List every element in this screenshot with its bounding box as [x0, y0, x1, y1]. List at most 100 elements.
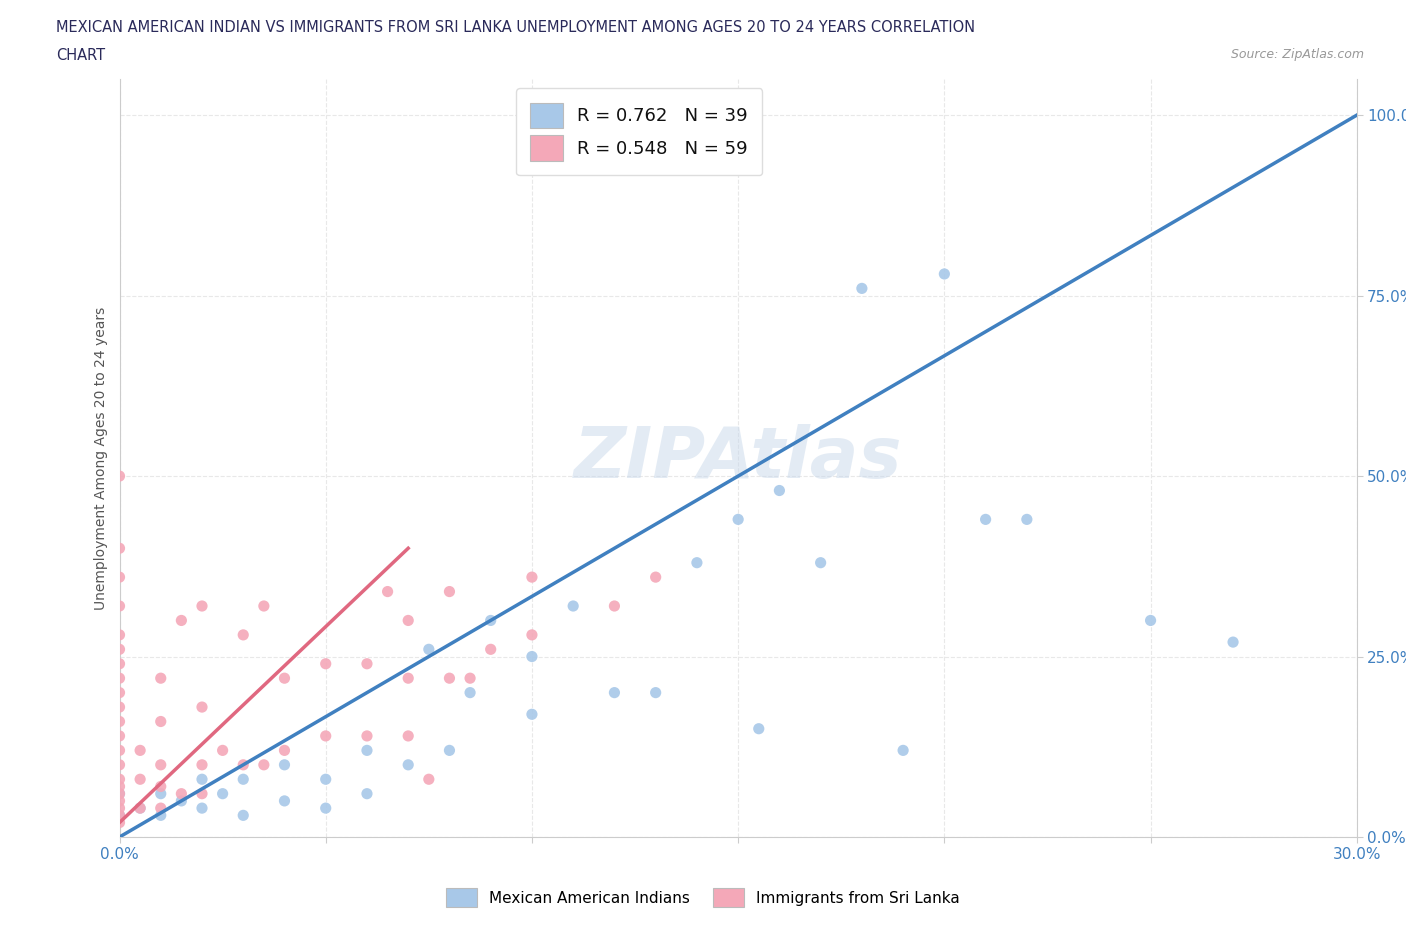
Point: [108, 657, 131, 671]
Point: [273, 743, 295, 758]
Point: [315, 657, 337, 671]
Point: [356, 786, 378, 801]
Point: [191, 772, 214, 787]
Point: [108, 779, 131, 794]
Point: [170, 793, 193, 808]
Point: [211, 786, 233, 801]
Point: [108, 743, 131, 758]
Point: [891, 743, 914, 758]
Point: [273, 671, 295, 685]
Point: [108, 786, 131, 801]
Point: [458, 671, 481, 685]
Point: [439, 743, 461, 758]
Point: [273, 757, 295, 772]
Point: [315, 801, 337, 816]
Point: [356, 657, 378, 671]
Point: [149, 786, 172, 801]
Point: [315, 772, 337, 787]
Point: [108, 469, 131, 484]
Point: [1015, 512, 1038, 526]
Point: [108, 801, 131, 816]
Point: [108, 772, 131, 787]
Point: [603, 599, 626, 614]
Point: [356, 728, 378, 743]
Point: [1139, 613, 1161, 628]
Point: [149, 714, 172, 729]
Point: [191, 801, 214, 816]
Point: [644, 685, 666, 700]
Point: [479, 613, 502, 628]
Point: [377, 584, 399, 599]
Legend: R = 0.762   N = 39, R = 0.548   N = 59: R = 0.762 N = 39, R = 0.548 N = 59: [516, 88, 762, 175]
Legend: Mexican American Indians, Immigrants from Sri Lanka: Mexican American Indians, Immigrants fro…: [440, 883, 966, 913]
Point: [191, 599, 214, 614]
Point: [129, 772, 152, 787]
Point: [232, 757, 254, 772]
Point: [644, 570, 666, 585]
Text: MEXICAN AMERICAN INDIAN VS IMMIGRANTS FROM SRI LANKA UNEMPLOYMENT AMONG AGES 20 : MEXICAN AMERICAN INDIAN VS IMMIGRANTS FR…: [56, 20, 976, 35]
Point: [974, 512, 997, 526]
Point: [439, 584, 461, 599]
Point: [149, 808, 172, 823]
Point: [232, 808, 254, 823]
Point: [108, 728, 131, 743]
Point: [851, 281, 873, 296]
Point: [108, 570, 131, 585]
Point: [232, 628, 254, 643]
Point: [129, 801, 152, 816]
Point: [108, 786, 131, 801]
Point: [562, 599, 585, 614]
Point: [810, 555, 832, 570]
Point: [108, 815, 131, 830]
Point: [273, 793, 295, 808]
Point: [1222, 634, 1244, 649]
Point: [108, 541, 131, 556]
Point: [396, 728, 419, 743]
Point: [458, 685, 481, 700]
Point: [191, 757, 214, 772]
Point: [108, 671, 131, 685]
Point: [108, 714, 131, 729]
Point: [232, 772, 254, 787]
Point: [170, 613, 193, 628]
Point: [439, 671, 461, 685]
Point: [418, 772, 440, 787]
Point: [211, 743, 233, 758]
Point: [520, 707, 543, 722]
Point: [108, 628, 131, 643]
Point: [315, 728, 337, 743]
Point: [108, 793, 131, 808]
Point: [748, 722, 770, 737]
Text: Source: ZipAtlas.com: Source: ZipAtlas.com: [1230, 48, 1364, 61]
Point: [108, 685, 131, 700]
Point: [129, 743, 152, 758]
Point: [108, 808, 131, 823]
Point: [191, 786, 214, 801]
Point: [520, 570, 543, 585]
Point: [129, 801, 152, 816]
Point: [108, 757, 131, 772]
Point: [520, 649, 543, 664]
Point: [149, 779, 172, 794]
Point: [253, 757, 276, 772]
Point: [520, 628, 543, 643]
Point: [396, 613, 419, 628]
Point: [149, 671, 172, 685]
Point: [191, 699, 214, 714]
Text: CHART: CHART: [56, 48, 105, 63]
Point: [768, 483, 790, 498]
Point: [479, 642, 502, 657]
Point: [108, 808, 131, 823]
Point: [396, 757, 419, 772]
Point: [149, 801, 172, 816]
Point: [396, 671, 419, 685]
Point: [418, 642, 440, 657]
Point: [170, 786, 193, 801]
Y-axis label: Unemployment Among Ages 20 to 24 years: Unemployment Among Ages 20 to 24 years: [94, 306, 108, 610]
Point: [149, 757, 172, 772]
Point: [603, 685, 626, 700]
Point: [108, 699, 131, 714]
Point: [108, 599, 131, 614]
Point: [727, 512, 749, 526]
Point: [108, 642, 131, 657]
